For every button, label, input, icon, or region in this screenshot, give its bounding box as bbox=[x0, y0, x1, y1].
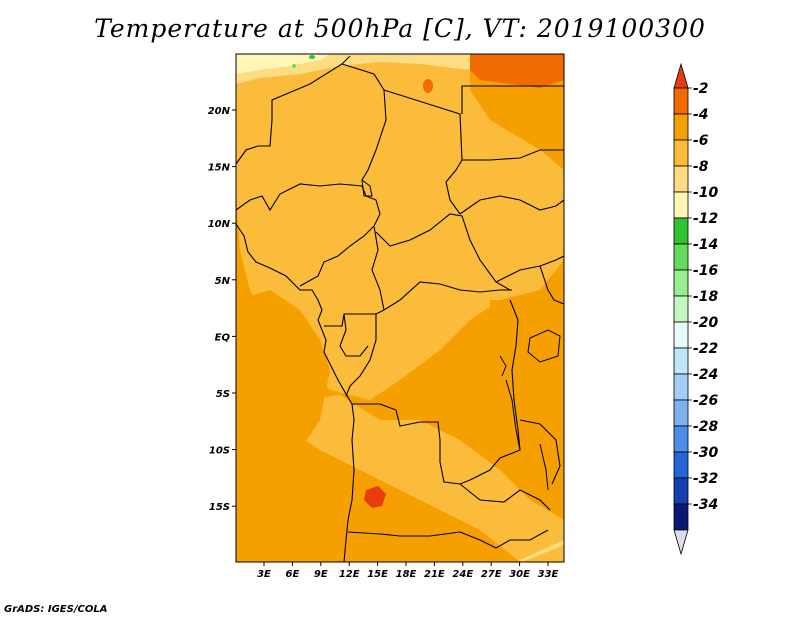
colorbar-swatch bbox=[673, 347, 689, 375]
border-algeria-niger bbox=[341, 63, 387, 181]
border-drc-east bbox=[459, 299, 521, 485]
chart-title: Temperature at 500hPa [C], VT: 201910030… bbox=[94, 14, 706, 43]
colorbar-label: -2 bbox=[693, 81, 709, 97]
lat-tick-label: 5N bbox=[215, 276, 231, 287]
border-cameroon bbox=[324, 225, 385, 327]
colorbar-label: -26 bbox=[693, 393, 719, 409]
border-angola-namibia bbox=[347, 531, 461, 537]
lon-tick-label: 18E bbox=[396, 569, 417, 580]
lon-tick-label: 12E bbox=[339, 569, 360, 580]
border-north-1 bbox=[235, 55, 351, 165]
lon-tick-label: 33E bbox=[538, 569, 559, 580]
lon-tick-label: 24E bbox=[452, 569, 473, 580]
colorbar-swatch bbox=[673, 451, 689, 479]
colorbar-label: -10 bbox=[693, 185, 719, 201]
lake-chad bbox=[361, 178, 373, 197]
colorbar-swatch bbox=[673, 87, 689, 115]
lat-tick-label: 5S bbox=[216, 389, 230, 400]
colorbar-label: -14 bbox=[693, 237, 718, 253]
colorbar-swatch bbox=[673, 373, 689, 401]
lake-tanganyika bbox=[505, 379, 521, 451]
lon-tick-label: 21E bbox=[424, 569, 445, 580]
colorbar-label: -16 bbox=[693, 263, 719, 279]
border-east-mid bbox=[539, 265, 565, 305]
colorbar-label: -6 bbox=[693, 133, 709, 149]
border-egypt-sudan bbox=[461, 85, 564, 114]
lon-tick-label: 30E bbox=[509, 569, 530, 580]
colorbar-swatch bbox=[673, 295, 689, 323]
border-chad-car bbox=[375, 213, 511, 291]
colorbar-top-triangle bbox=[673, 62, 689, 89]
temperature-field-hot-spot-north bbox=[423, 79, 433, 93]
colorbar-swatch bbox=[673, 503, 689, 531]
colorbar-swatch bbox=[673, 165, 689, 193]
colorbar-label: -28 bbox=[693, 419, 719, 435]
colorbar-swatch bbox=[673, 139, 689, 167]
lat-tick-label: 10S bbox=[209, 446, 230, 457]
lake-victoria bbox=[527, 329, 561, 363]
colorbar-label: -12 bbox=[693, 211, 718, 227]
colorbar-label: -18 bbox=[693, 289, 719, 305]
lon-tick-label: 9E bbox=[314, 569, 328, 580]
temperature-field-warm-south-band bbox=[470, 54, 564, 88]
colorbar-bottom-triangle bbox=[673, 529, 689, 556]
colorbar-swatch bbox=[673, 113, 689, 141]
lat-tick-label: 15S bbox=[209, 502, 230, 513]
temperature-field-light-south bbox=[290, 395, 564, 562]
colorbar-label: -30 bbox=[693, 445, 719, 461]
border-car-drc bbox=[383, 281, 512, 311]
border-sudan-south bbox=[459, 195, 565, 215]
lon-tick-label: 15E bbox=[367, 569, 388, 580]
colorbar: -2 -4 -6 -8 -10 -12 -14 -16 -18 -20 -22 -24 -26 -28 -3… bbox=[673, 62, 719, 556]
colorbar-label: -22 bbox=[693, 341, 718, 357]
lon-tick-label: 27E bbox=[481, 569, 502, 580]
lat-tick-label: 10N bbox=[208, 219, 231, 230]
border-drc-angola bbox=[352, 403, 461, 485]
colorbar-label: -32 bbox=[693, 471, 718, 487]
lon-tick-label: 6E bbox=[286, 569, 300, 580]
border-sudan-chad bbox=[462, 149, 564, 161]
lat-tick-label: 15N bbox=[208, 163, 231, 174]
colorbar-swatch bbox=[673, 217, 689, 245]
colorbar-label: -24 bbox=[693, 367, 718, 383]
lake-malawi bbox=[539, 443, 549, 491]
border-zambia bbox=[459, 483, 551, 511]
colorbar-swatch bbox=[673, 243, 689, 271]
map-panel bbox=[235, 53, 565, 563]
colorbar-label: -34 bbox=[693, 497, 718, 513]
colorbar-label: -20 bbox=[693, 315, 719, 331]
lakes bbox=[361, 178, 561, 491]
temperature-field-warm-east bbox=[490, 300, 564, 470]
border-gabon-congo bbox=[339, 313, 369, 357]
border-tanzania bbox=[519, 419, 561, 485]
temperature-field-pale-streak bbox=[520, 540, 564, 562]
border-libya-chad bbox=[383, 89, 463, 215]
temperature-field-hot-spot-south bbox=[364, 486, 386, 508]
colorbar-swatch bbox=[673, 477, 689, 505]
border-zimbabwe bbox=[459, 529, 549, 549]
temperature-field-warm-west bbox=[236, 290, 330, 470]
colorbar-swatch bbox=[673, 191, 689, 219]
grads-credit: GrADS: IGES/COLA bbox=[4, 604, 108, 615]
colorbar-label: -8 bbox=[693, 159, 709, 175]
temperature-field-coolest-top bbox=[236, 54, 330, 74]
coastline-west-africa bbox=[235, 223, 355, 563]
temperature-field-green-spot-2 bbox=[292, 64, 296, 68]
latitude-axis: 20N 15N 10N 5N EQ 5S 10S 15S bbox=[208, 106, 236, 513]
colorbar-swatch bbox=[673, 399, 689, 427]
lake-kivu bbox=[499, 355, 507, 377]
colorbar-label: -4 bbox=[693, 107, 709, 123]
colorbar-swatch bbox=[673, 321, 689, 349]
lon-tick-label: 3E bbox=[257, 569, 271, 580]
temperature-field-green-spot bbox=[309, 55, 315, 59]
temperature-field-light-north bbox=[236, 62, 564, 400]
colorbar-swatch bbox=[673, 425, 689, 453]
lat-tick-label: 20N bbox=[208, 106, 231, 117]
border-congo-drc bbox=[345, 314, 377, 397]
map-frame bbox=[235, 53, 565, 563]
longitude-axis: 3E 6E 9E 12E 15E 18E 21E 24E 27E 30E 33E bbox=[257, 562, 559, 580]
lat-tick-label: EQ bbox=[215, 332, 231, 343]
colorbar-swatch bbox=[673, 269, 689, 297]
